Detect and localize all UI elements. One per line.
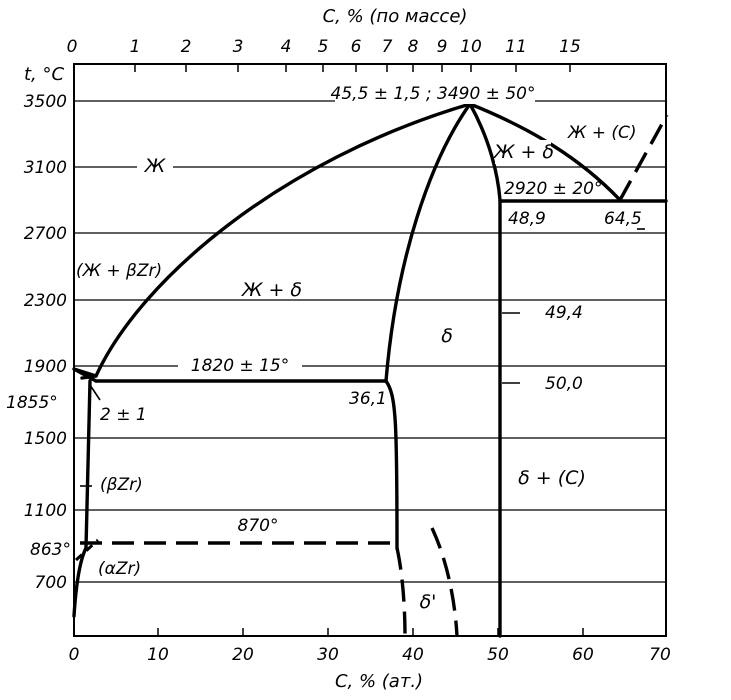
annotation-48-9: 48,9 [508,209,546,229]
y-tick-label: 3100 [24,158,67,178]
top-tick-labels: 0 1 2 3 4 5 6 7 8 9 10 11 15 [67,37,581,57]
alpha-zr-boundary [72,546,88,618]
top-tick-label: 0 [67,37,78,57]
phase-delta-c: δ + (С) [518,467,586,489]
delta-prime-right [430,527,459,637]
phase-delta-prime: δ' [420,591,437,613]
y-tick-label: 2700 [24,224,67,244]
bottom-tick-label: 40 [402,645,424,665]
top-tick-label: 5 [318,37,329,57]
y-tick-label: 700 [35,573,67,593]
phase-beta-zr: (βZr) [100,475,143,495]
annotation-64-5: 64,5 [604,209,642,229]
annotation-50-0: 50,0 [545,374,583,394]
y-tick-labels: 3500 3100 2700 2300 1900 1500 1100 863° … [24,92,71,593]
top-tick-label: 11 [505,37,527,57]
x-axis-title: C, % (ат.) [335,671,423,692]
bottom-tick-label: 30 [317,645,339,665]
alpha-zr-dashed [74,538,100,562]
top-tick-label: 10 [460,37,482,57]
annotation-eutectic-right: 2920 ± 20° [504,179,602,199]
top-tick-label: 4 [281,37,292,57]
solid-boundaries [72,102,668,638]
bottom-tick-label: 70 [649,645,671,665]
annotation-1855: 1855° [6,393,58,413]
delta-prime-left [395,547,407,637]
bottom-tick-label: 20 [232,645,254,665]
top-tick-label: 15 [559,37,581,57]
top-tick-marks [134,64,571,72]
phase-liquid-c: Ж + (С) [567,123,637,143]
leader-lines [80,228,645,487]
bottom-tick-label: 60 [572,645,594,665]
top-tick-label: 2 [181,37,192,57]
bottom-tick-label: 10 [147,645,169,665]
top-tick-label: 8 [408,37,419,57]
annotation-36-1: 36,1 [349,389,387,409]
y-tick-label: 2300 [24,291,67,311]
c-liquid-boundary [618,114,669,201]
dashed-boundaries [80,114,669,637]
delta-right-boundary [468,102,502,638]
liquidus-right [468,102,622,202]
bottom-tick-marks [157,628,584,636]
phase-liquid-beta: (Ж + βZr) [76,261,162,281]
phase-delta: δ [441,325,453,347]
beta-zr-solvus [84,379,92,550]
delta-left-boundary [384,102,472,383]
y-tick-label: 863° [30,540,71,560]
top-tick-label: 3 [233,37,244,57]
annotation-2-1: 2 ± 1 [100,405,147,425]
phase-labels: Ж Ж + δ Ж + δ (Ж + βZr) δ δ + (С) Ж + (С… [76,123,637,613]
y-tick-label: 1100 [24,501,67,521]
liquidus-left [94,102,472,378]
bottom-tick-labels: 0 10 20 30 40 50 60 70 [69,645,671,665]
phase-alpha-zr: (αZr) [98,559,141,579]
zr-melting-lines [72,367,98,383]
annotations: 45,5 ± 1,5 ; 3490 ± 50° 2920 ± 20° 48,9 … [6,82,642,536]
top-tick-label: 6 [351,37,362,57]
y-axis-title: t, °C [24,64,65,85]
annotation-eutectic-left: 1820 ± 15° [191,356,289,376]
annotation-870: 870° [238,516,279,536]
plot-frame [73,63,667,637]
top-tick-label: 9 [437,37,448,57]
y-tick-label: 1500 [24,429,67,449]
phase-liquid-delta-right: Ж + δ [493,141,554,163]
top-tick-label: 1 [130,37,141,57]
phase-liquid-delta: Ж + δ [241,279,302,301]
top-axis-title: C, % (по массе) [323,6,468,27]
phase-liquid: Ж [144,155,167,177]
bottom-tick-label: 0 [69,645,80,665]
bottom-tick-label: 50 [487,645,509,665]
annotation-max: 45,5 ± 1,5 ; 3490 ± 50° [331,84,536,104]
y-tick-label: 1900 [24,357,67,377]
y-tick-label: 3500 [24,92,67,112]
annotation-49-4: 49,4 [545,303,583,323]
top-tick-label: 7 [382,37,393,57]
delta-lower-boundary [384,379,399,550]
